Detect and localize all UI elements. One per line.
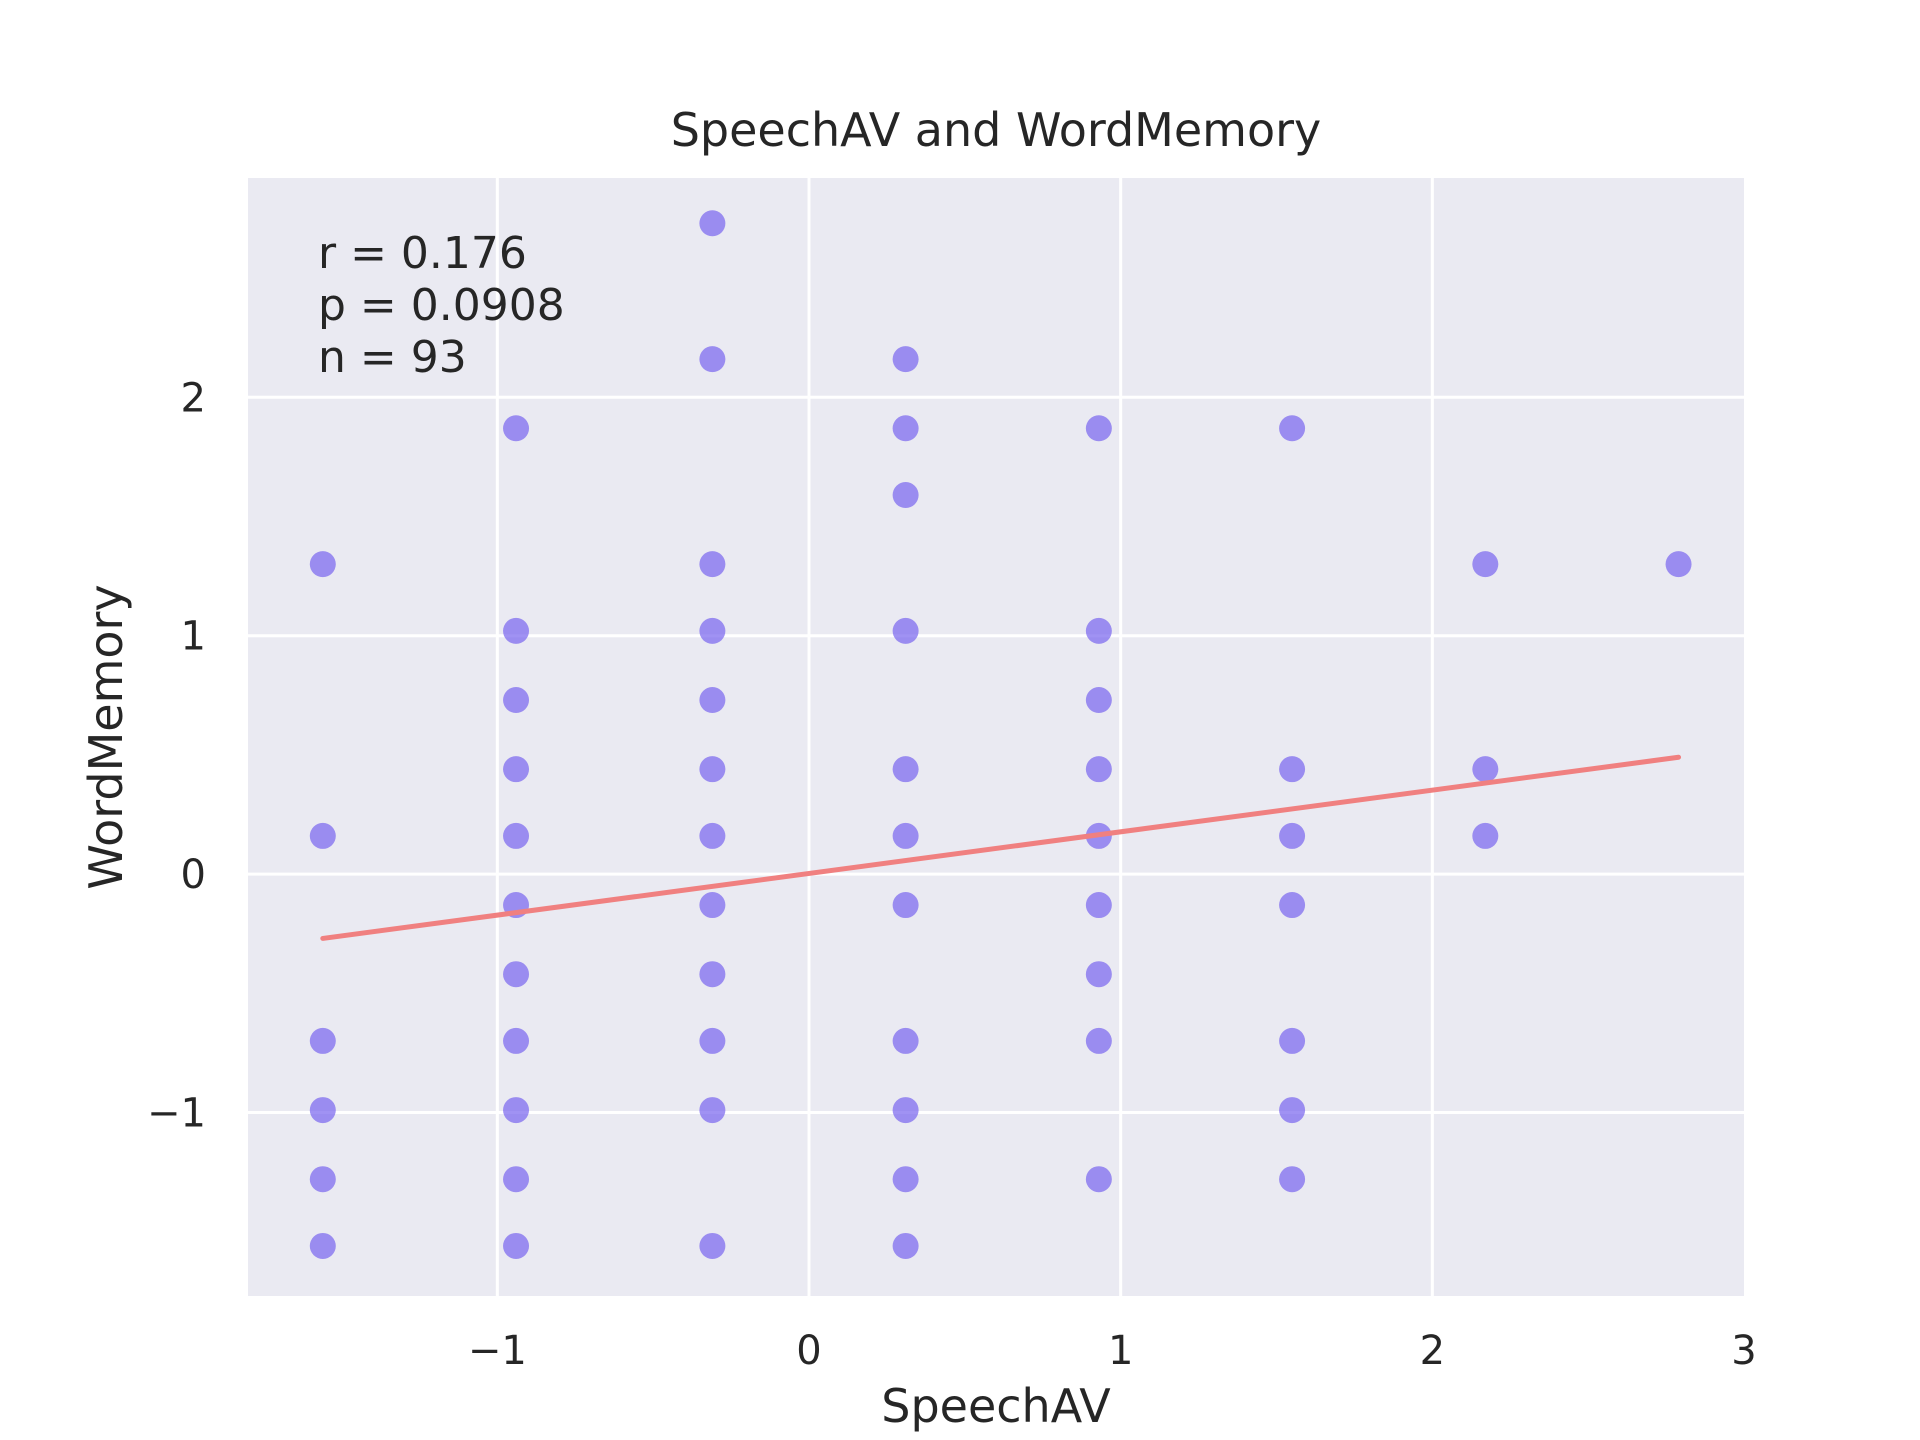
data-point — [1472, 551, 1499, 578]
data-point — [892, 892, 919, 919]
x-tick-label: −1 — [468, 1328, 527, 1374]
data-point — [892, 617, 919, 644]
data-point — [1085, 617, 1112, 644]
data-point — [892, 822, 919, 849]
y-tick-label: 2 — [181, 375, 206, 421]
data-point — [699, 756, 726, 783]
data-point — [309, 822, 336, 849]
data-points — [309, 210, 1692, 1259]
data-point — [699, 617, 726, 644]
data-point — [309, 551, 336, 578]
data-point — [892, 1027, 919, 1054]
data-point — [1085, 687, 1112, 714]
data-point — [1085, 1166, 1112, 1193]
stats-p: p = 0.0908 — [318, 280, 565, 331]
y-tick-label: 1 — [181, 614, 206, 660]
data-point — [309, 1166, 336, 1193]
data-point — [1279, 892, 1306, 919]
data-point — [503, 617, 530, 644]
x-tick-label: 2 — [1420, 1328, 1445, 1374]
data-point — [503, 1166, 530, 1193]
x-axis-label: SpeechAV — [881, 1379, 1111, 1433]
data-point — [1472, 756, 1499, 783]
data-point — [699, 961, 726, 988]
data-point — [892, 1097, 919, 1124]
data-point — [699, 892, 726, 919]
stats-r: r = 0.176 — [318, 228, 527, 279]
data-point — [1279, 1097, 1306, 1124]
x-tick-label: 1 — [1108, 1328, 1133, 1374]
data-point — [1085, 415, 1112, 442]
data-point — [1279, 1166, 1306, 1193]
plot-area — [248, 178, 1744, 1296]
data-point — [309, 1027, 336, 1054]
data-point — [1085, 1027, 1112, 1054]
grid-lines — [248, 178, 1744, 1296]
x-tick-label: 0 — [796, 1328, 821, 1374]
data-point — [892, 1166, 919, 1193]
data-point — [1279, 822, 1306, 849]
data-point — [699, 551, 726, 578]
data-point — [1472, 822, 1499, 849]
data-point — [892, 415, 919, 442]
data-point — [699, 822, 726, 849]
y-tick-label: 0 — [181, 852, 206, 898]
data-point — [503, 687, 530, 714]
data-point — [503, 1097, 530, 1124]
data-point — [503, 1232, 530, 1259]
stats-annotation: r = 0.176 p = 0.0908 n = 93 — [318, 228, 565, 383]
y-tick-label: −1 — [147, 1090, 206, 1136]
data-point — [699, 687, 726, 714]
data-point — [892, 346, 919, 373]
data-point — [309, 1097, 336, 1124]
regression-line — [320, 754, 1682, 941]
data-point — [1665, 551, 1692, 578]
data-point — [503, 756, 530, 783]
data-point — [699, 210, 726, 237]
data-point — [892, 482, 919, 509]
data-point — [503, 822, 530, 849]
data-point — [892, 1232, 919, 1259]
stats-n: n = 93 — [318, 332, 467, 383]
data-point — [1279, 415, 1306, 442]
data-point — [309, 1232, 336, 1259]
data-point — [699, 1097, 726, 1124]
data-point — [1085, 892, 1112, 919]
x-tick-label: 3 — [1731, 1328, 1756, 1374]
data-point — [892, 756, 919, 783]
y-axis-label: WordMemory — [79, 584, 133, 889]
data-point — [699, 346, 726, 373]
tick-labels: −1 0 1 2 3 −1 0 1 2 — [147, 375, 1757, 1374]
data-point — [1279, 756, 1306, 783]
data-point — [1085, 961, 1112, 988]
data-point — [1085, 756, 1112, 783]
chart-title: SpeechAV and WordMemory — [671, 103, 1322, 157]
data-point — [503, 415, 530, 442]
data-point — [699, 1232, 726, 1259]
regression-line-group — [320, 754, 1682, 941]
data-point — [1279, 1027, 1306, 1054]
data-point — [503, 1027, 530, 1054]
data-point — [503, 961, 530, 988]
data-point — [699, 1027, 726, 1054]
